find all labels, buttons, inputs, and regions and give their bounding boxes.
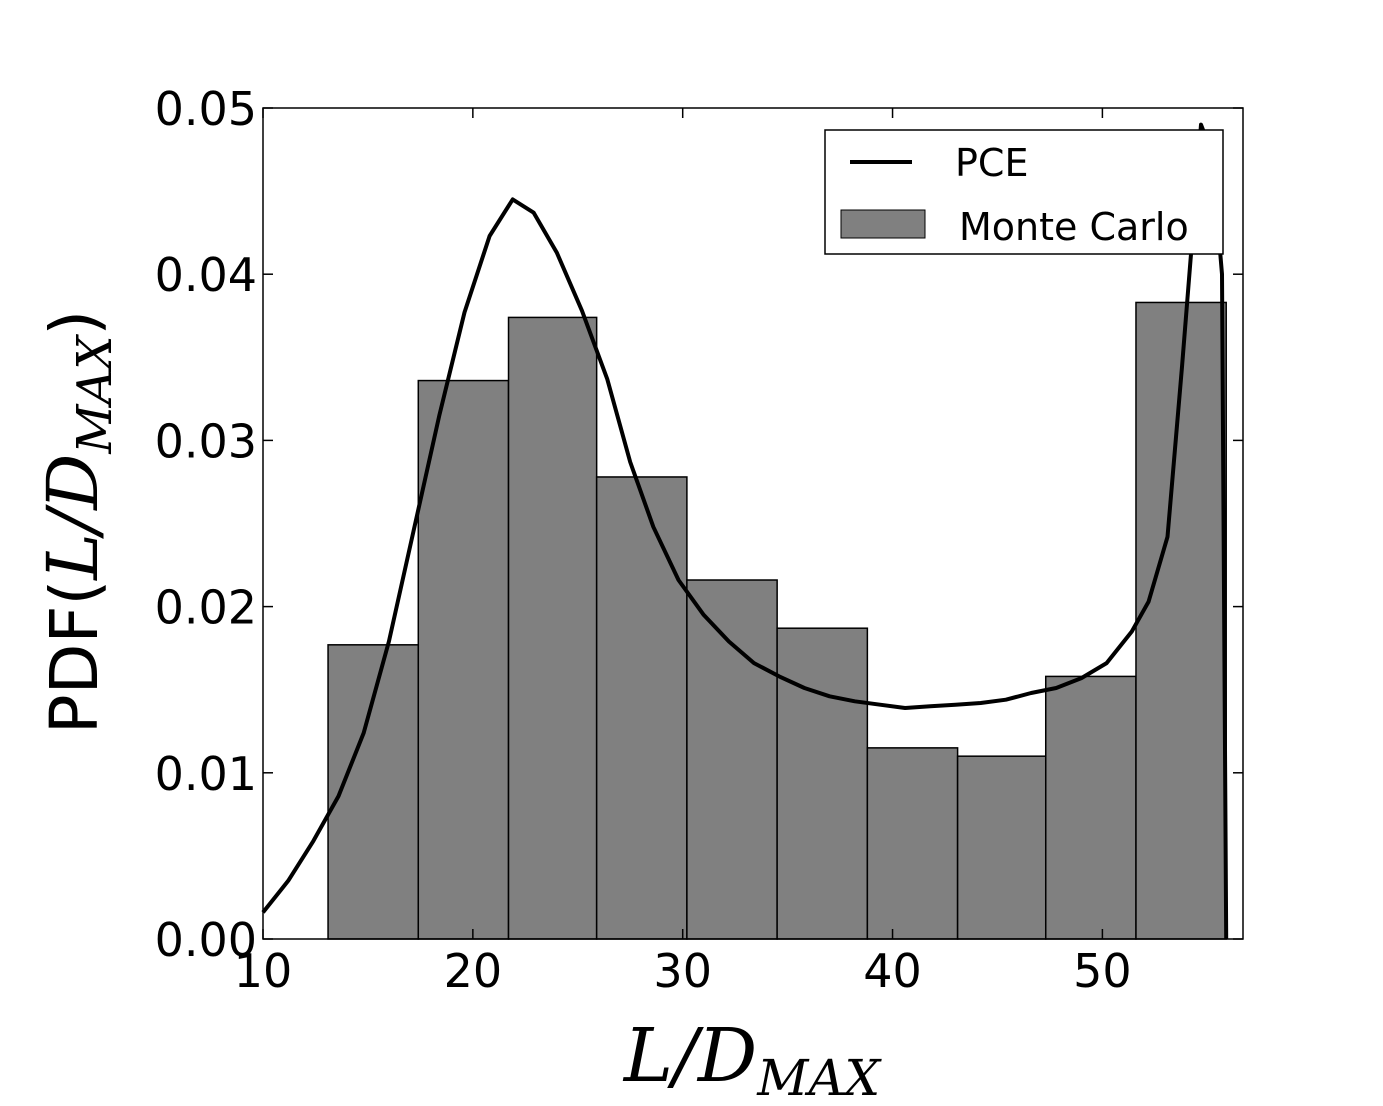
x-tick-label-1: 20 bbox=[444, 944, 503, 998]
histogram-bar-9 bbox=[1135, 301, 1227, 940]
legend-monte-carlo-swatch bbox=[840, 209, 926, 239]
y-axis-label-prefix: PDF bbox=[36, 606, 113, 735]
y-axis-label: PDF(L/DMAX) bbox=[32, 310, 123, 734]
pce-line bbox=[261, 122, 1229, 940]
histogram-bar-3 bbox=[595, 476, 688, 940]
y-tick-label-1: 0.01 bbox=[155, 747, 257, 801]
legend-monte-carlo-label: Monte Carlo bbox=[959, 205, 1189, 249]
histogram-bar-7 bbox=[956, 755, 1047, 940]
y-tick-label-0: 0.00 bbox=[155, 913, 257, 967]
x-axis-label-sub: MAX bbox=[756, 1049, 882, 1106]
legend: PCE Monte Carlo bbox=[824, 129, 1224, 255]
x-axis-label: L/DMAX bbox=[622, 1013, 883, 1106]
y-tick-labels: 0.00 0.01 0.02 0.03 0.04 0.05 bbox=[155, 82, 257, 967]
histogram-bar-1 bbox=[417, 379, 510, 940]
pce-line-layer bbox=[261, 122, 1229, 940]
x-axis-label-main: L/D bbox=[622, 1013, 757, 1099]
histogram-bars bbox=[327, 301, 1227, 940]
x-tick-label-3: 40 bbox=[863, 944, 922, 998]
histogram-bar-5 bbox=[776, 627, 869, 940]
x-tick-label-0: 10 bbox=[234, 944, 293, 998]
histogram-bar-6 bbox=[866, 747, 959, 940]
y-axis-label-open-paren: ( bbox=[36, 580, 113, 606]
y-tick-label-4: 0.04 bbox=[155, 248, 257, 302]
x-tick-label-4: 50 bbox=[1073, 944, 1132, 998]
axis-ticks bbox=[262, 107, 1243, 940]
x-tick-labels: 10 20 30 40 50 bbox=[234, 944, 1132, 998]
y-tick-label-5: 0.05 bbox=[155, 82, 257, 136]
histogram-bar-2 bbox=[507, 316, 598, 940]
x-tick-label-2: 30 bbox=[653, 944, 712, 998]
histogram-bar-8 bbox=[1044, 675, 1137, 940]
y-axis-label-sub: MAX bbox=[67, 334, 123, 455]
plot-frame bbox=[262, 107, 1244, 940]
y-tick-label-2: 0.02 bbox=[155, 581, 257, 635]
legend-pce-label: PCE bbox=[955, 141, 1028, 185]
histogram-bar-4 bbox=[686, 579, 778, 940]
y-axis-label-main: L/D bbox=[32, 454, 114, 582]
y-tick-label-3: 0.03 bbox=[155, 414, 257, 468]
y-axis-label-close-paren: ) bbox=[36, 310, 113, 336]
